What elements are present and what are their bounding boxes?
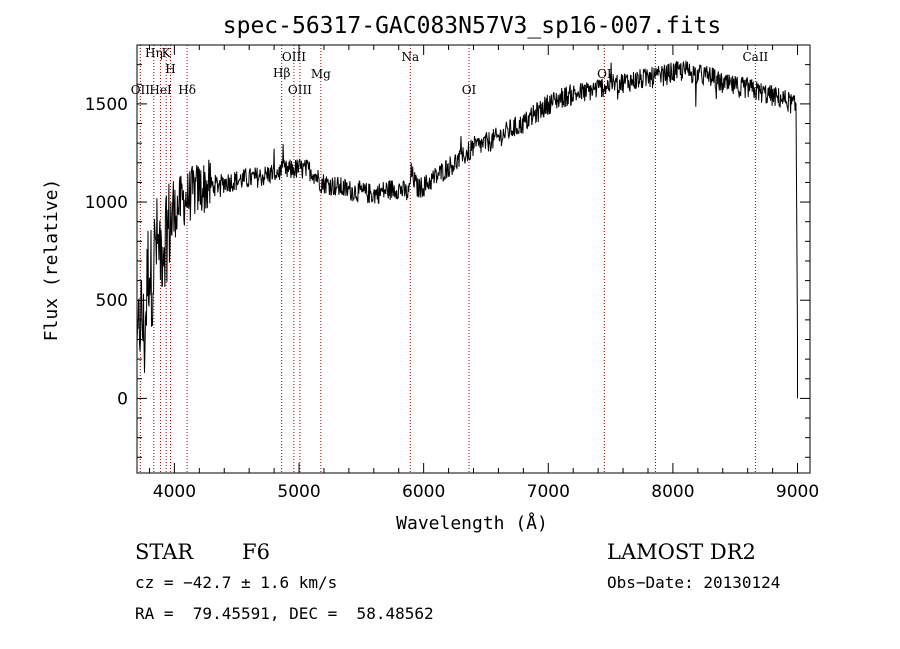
x-tick-label: 8000 (651, 482, 694, 502)
spectral-line-label: OIII (288, 83, 312, 97)
chart-axes: 4000 5000 6000 7000 8000 9000 0 500 1000 1500 (85, 44, 819, 502)
spectral-line-label: OIII (282, 50, 306, 64)
spectral-line-label: H (165, 62, 175, 76)
spectral-line-label: HeI (149, 83, 172, 97)
chart-title: spec-56317-GAC083N57V3_sp16-007.fits (223, 13, 722, 39)
spectral-line-label: K (162, 46, 172, 60)
spectral-line-label: Hβ (273, 66, 290, 80)
spectral-line-label: OII (131, 83, 151, 97)
x-tick-label: 6000 (402, 482, 445, 502)
spectral-line-label: OI (597, 67, 612, 81)
ra-dec-coordinates: RA = 79.45591, DEC = 58.48562 (135, 604, 434, 623)
x-tick-label: 9000 (776, 482, 819, 502)
spectrum-line (136, 60, 798, 399)
y-tick-label: 500 (96, 291, 128, 311)
spectral-line-label: Mg (311, 67, 331, 81)
y-tick-label: 1000 (85, 193, 128, 213)
spectral-line-label: CaII (742, 50, 768, 64)
spectrum-series (136, 60, 798, 399)
object-subclass: F6 (242, 540, 270, 564)
y-axis-label: Flux (relative) (41, 179, 62, 342)
x-tick-label: 5000 (277, 482, 320, 502)
y-tick-label: 1500 (85, 95, 128, 115)
x-tick-label: 4000 (153, 482, 196, 502)
spectral-line-label: Hδ (178, 83, 196, 97)
plot-frame (136, 44, 811, 474)
spectral-line-label: Hη (145, 46, 163, 60)
x-tick-label: 7000 (527, 482, 570, 502)
x-axis-label: Wavelength (Å) (396, 512, 548, 534)
survey-name: LAMOST DR2 (607, 540, 756, 564)
observation-date: Obs−Date: 20130124 (607, 573, 781, 592)
redshift-cz: cz = −42.7 ± 1.6 km/s (135, 573, 338, 592)
spectral-line-label: Na (401, 50, 419, 64)
y-tick-label: 0 (117, 389, 128, 409)
spectral-line-label: OI (462, 83, 477, 97)
object-class: STAR (135, 540, 194, 564)
